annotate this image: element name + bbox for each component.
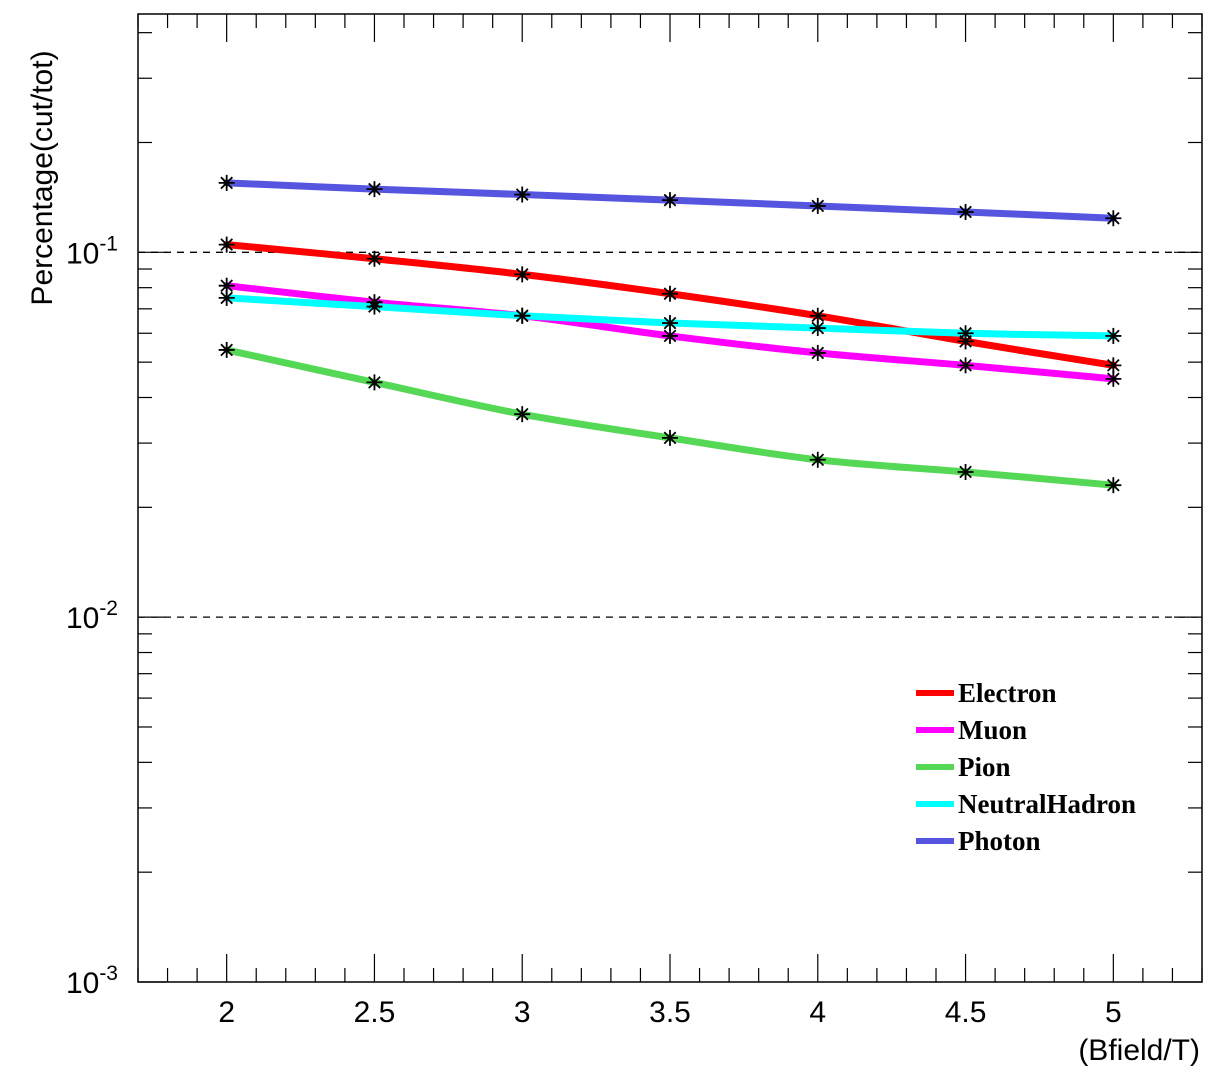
data-point-neutralhadron — [957, 325, 974, 342]
y-tick-label-exponent: -3 — [99, 962, 118, 985]
data-point-electron — [218, 236, 235, 253]
y-tick-label: 10-2 — [66, 597, 118, 635]
data-point-muon — [957, 357, 974, 374]
data-point-photon — [809, 197, 826, 214]
data-point-photon — [366, 181, 383, 198]
legend-label-electron: Electron — [958, 678, 1056, 708]
plot-frame — [137, 13, 1203, 983]
legend-label-muon: Muon — [958, 715, 1027, 745]
data-point-pion — [957, 463, 974, 480]
data-point-photon — [218, 174, 235, 191]
data-point-electron — [1105, 357, 1122, 374]
y-tick-label-base: 10 — [66, 237, 99, 270]
data-point-photon — [662, 192, 678, 209]
legend: Electron Muon Pion NeutralHadron Photon — [916, 678, 1136, 856]
data-point-electron — [514, 266, 531, 283]
x-tick-label: 5 — [1105, 996, 1122, 1029]
x-axis-title: (Bfield/T) — [1078, 1034, 1200, 1067]
tick-labels: 2 2.5 3 3.5 4 4.5 510-310-210-1 — [66, 232, 1122, 1029]
data-point-muon — [1105, 370, 1122, 387]
data-point-photon — [514, 186, 531, 203]
legend-label-neutralhadron: NeutralHadron — [958, 789, 1136, 819]
data-point-neutralhadron — [366, 298, 383, 315]
data-point-neutralhadron — [514, 307, 531, 324]
data-point-pion — [1105, 477, 1122, 494]
x-tick-label: 3.5 — [649, 996, 691, 1029]
data-point-pion — [366, 374, 383, 391]
y-axis-title: Percentage(cut/tot) — [26, 50, 59, 305]
data-point-muon — [809, 344, 826, 361]
data-point-photon — [1105, 210, 1122, 227]
y-tick-label: 10-3 — [66, 962, 118, 1000]
legend-label-pion: Pion — [958, 752, 1011, 782]
data-point-neutralhadron — [809, 320, 826, 337]
y-tick-label-exponent: -2 — [99, 597, 118, 620]
y-tick-label-exponent: -1 — [99, 232, 118, 255]
data-point-neutralhadron — [662, 315, 678, 332]
x-tick-label: 3 — [514, 996, 531, 1029]
x-tick-label: 4 — [809, 996, 826, 1029]
data-point-pion — [218, 341, 235, 358]
data-point-photon — [957, 203, 974, 220]
series-markers — [218, 174, 1122, 494]
legend-label-photon: Photon — [958, 826, 1041, 856]
y-tick-label-base: 10 — [66, 967, 99, 1000]
data-point-pion — [514, 406, 531, 423]
y-tick-label: 10-1 — [66, 232, 118, 270]
grid-lines — [138, 251, 1202, 618]
data-point-neutralhadron — [1105, 327, 1122, 344]
data-point-pion — [809, 451, 826, 468]
data-point-neutralhadron — [218, 289, 235, 306]
x-tick-label: 4.5 — [945, 996, 987, 1029]
x-tick-label: 2.5 — [354, 996, 396, 1029]
data-point-pion — [662, 429, 678, 446]
axis-ticks — [137, 14, 1203, 983]
y-tick-label-base: 10 — [66, 602, 99, 635]
data-point-electron — [366, 250, 383, 267]
data-point-electron — [662, 285, 678, 302]
x-tick-label: 2 — [218, 996, 235, 1029]
